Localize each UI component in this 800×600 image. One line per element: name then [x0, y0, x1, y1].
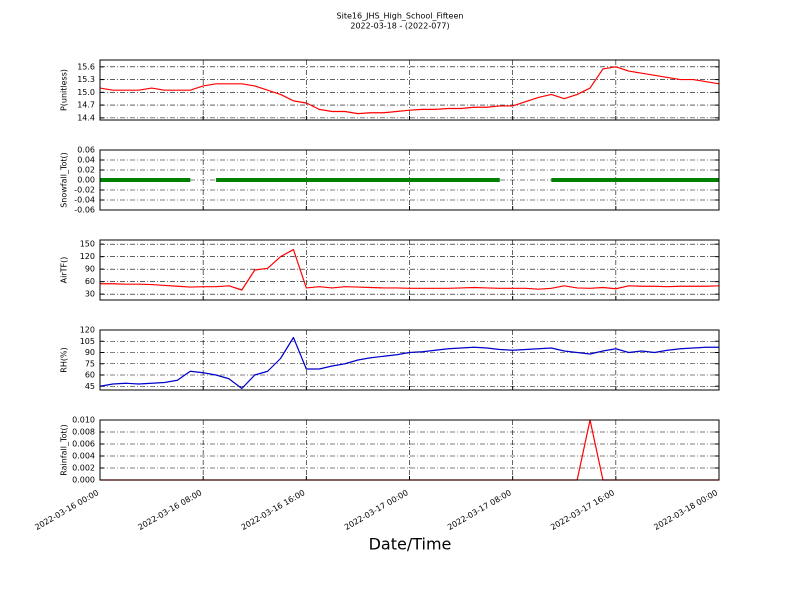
x-tick-label: 2022-03-18 00:00 — [652, 488, 719, 532]
y-tick-label: 90 — [85, 265, 95, 274]
plot-frame — [99, 149, 720, 211]
y-tick-label: -0.02 — [74, 186, 95, 195]
plot-frame — [99, 239, 720, 301]
plot-frame — [99, 419, 720, 481]
y-tick-label: 14.7 — [77, 101, 95, 110]
y-axis-label: AirTF() — [60, 257, 69, 284]
y-axis-label: Snowfall_Tot() — [60, 152, 69, 208]
y-tick-label: 45 — [85, 382, 95, 391]
y-tick-label: 60 — [85, 277, 95, 286]
plot-frame — [99, 329, 720, 391]
y-tick-label: 105 — [80, 337, 95, 346]
y-tick-label: -0.06 — [74, 206, 95, 215]
x-tick-label: 2022-03-17 00:00 — [343, 488, 410, 532]
x-tick-label: 2022-03-16 16:00 — [240, 488, 307, 532]
y-tick-label: 15.3 — [77, 75, 95, 84]
x-tick-label: 2022-03-16 08:00 — [136, 488, 203, 532]
data-line — [99, 66, 720, 115]
x-tick-label: 2022-03-17 08:00 — [446, 488, 513, 532]
y-tick-label: 0.002 — [72, 464, 95, 473]
y-axis-label: RH(%) — [60, 347, 69, 372]
y-tick-label: 120 — [80, 326, 95, 335]
y-tick-label: 0.06 — [77, 146, 95, 155]
plot-frame — [99, 59, 720, 121]
y-tick-label: 14.4 — [77, 113, 95, 122]
y-tick-label: 0.010 — [72, 416, 95, 425]
y-axis-label: P(unitless) — [60, 69, 69, 111]
y-tick-label: 0.006 — [72, 440, 95, 449]
y-tick-label: 150 — [80, 240, 95, 249]
y-tick-label: -0.04 — [74, 196, 95, 205]
y-tick-label: 0.04 — [77, 156, 95, 165]
y-tick-label: 15.6 — [77, 62, 95, 71]
y-tick-label: 0.000 — [72, 476, 95, 485]
x-axis-label: Date/Time — [369, 535, 452, 554]
chart-subtitle: 2022-03-18 - (2022-077) — [350, 22, 449, 31]
y-tick-label: 120 — [80, 252, 95, 261]
data-line — [100, 248, 720, 291]
y-tick-label: 30 — [85, 290, 95, 299]
y-tick-label: 15.0 — [77, 88, 95, 97]
y-tick-label: 75 — [85, 359, 95, 368]
y-tick-label: 0.00 — [77, 176, 95, 185]
chart-title: Site16_JHS_High_School_Fifteen — [337, 12, 464, 21]
data-line — [99, 336, 719, 390]
y-tick-label: 90 — [85, 348, 95, 357]
x-tick-label: 2022-03-17 16:00 — [549, 488, 616, 532]
y-tick-label: 0.004 — [72, 452, 95, 461]
y-axis-label: Rainfall_Tot() — [60, 424, 69, 476]
y-tick-label: 0.008 — [72, 428, 95, 437]
x-tick-label: 2022-03-16 00:00 — [33, 488, 100, 532]
y-tick-label: 60 — [85, 371, 95, 380]
y-tick-label: 0.02 — [77, 166, 95, 175]
